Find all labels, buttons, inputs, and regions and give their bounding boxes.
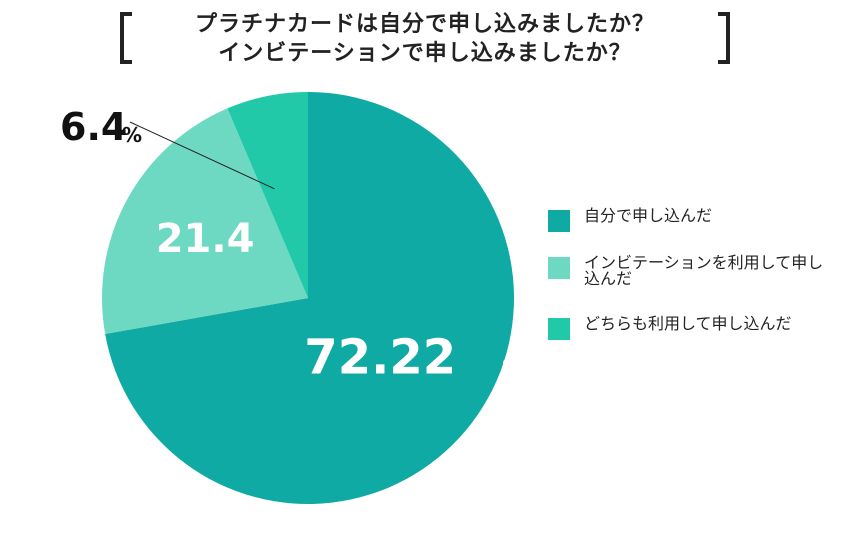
- chart-title: プラチナカードは自分で申し込みましたか？ インビテーションで申し込みましたか？: [120, 10, 730, 72]
- title-bracket-right: [718, 12, 730, 64]
- legend-swatch-both: [548, 318, 570, 340]
- pie-slice-self: [105, 92, 514, 504]
- title-line-2: インビテーションで申し込みましたか？: [218, 41, 632, 66]
- slice-value-invitation: 21.4: [156, 216, 255, 262]
- title-bracket-left: [120, 12, 132, 64]
- pie-slice-invitation: [101, 108, 308, 334]
- pie-slice-both: [227, 92, 308, 298]
- legend: 自分で申し込んだ インビテーションを利用して申し込んだ どちらも利用して申し込ん…: [548, 208, 838, 349]
- title-line-1: プラチナカードは自分で申し込みましたか？: [194, 12, 655, 37]
- legend-item-invitation: インビテーションを利用して申し込んだ: [548, 255, 838, 295]
- slice-unit-both: %: [122, 123, 142, 147]
- legend-item-both: どちらも利用して申し込んだ: [548, 314, 838, 340]
- slice-unit-self: %: [502, 357, 524, 382]
- slice-value-self: 72.22: [304, 330, 456, 386]
- legend-label-both: どちらも利用して申し込んだ: [584, 314, 792, 333]
- pie-slices: [101, 92, 514, 504]
- legend-item-self: 自分で申し込んだ: [548, 208, 838, 238]
- legend-swatch-invitation: [548, 257, 570, 279]
- pie-labels: 72.22 % 21.4 6.4%: [60, 105, 524, 386]
- leader-line-both: [129, 121, 275, 190]
- legend-swatch-self: [548, 210, 570, 232]
- legend-label-self: 自分で申し込んだ: [584, 206, 713, 225]
- slice-value-both: 6.4: [60, 105, 127, 149]
- legend-label-invitation: インビテーションを利用して申し込んだ: [584, 253, 824, 288]
